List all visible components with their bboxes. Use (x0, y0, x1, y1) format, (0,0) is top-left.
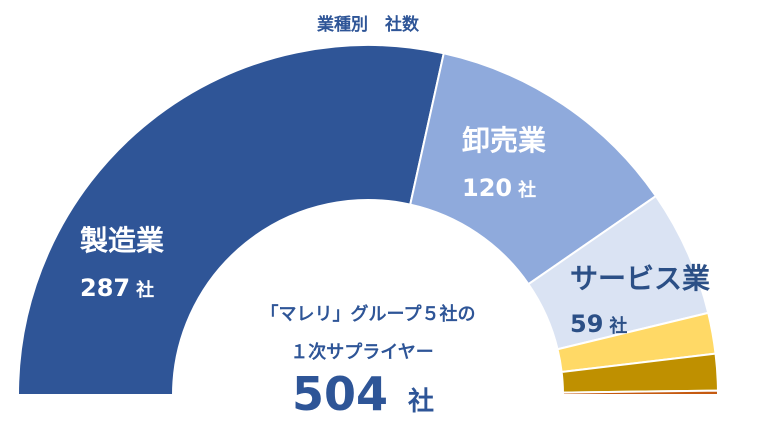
chart-title: 業種別 社数 (317, 14, 420, 35)
slice-label-name: 製造業 (80, 224, 164, 257)
slice-label-value: 287 社 (80, 274, 154, 302)
slices-group (16, 44, 720, 396)
slice-label-name: 卸売業 (462, 124, 546, 157)
center-line2: １次サプライヤー (290, 341, 433, 363)
slice-label-value: 120 社 (462, 174, 536, 202)
slice-label-value: 59 社 (570, 310, 627, 338)
center-total-unit: 社 (408, 386, 434, 417)
center-line1: 「マレリ」グループ５社の (261, 303, 476, 325)
slice-製造業 (16, 44, 445, 396)
center-total: 504 (292, 367, 388, 421)
slice-other-5 (561, 389, 720, 396)
slice-label-name: サービス業 (570, 262, 710, 295)
